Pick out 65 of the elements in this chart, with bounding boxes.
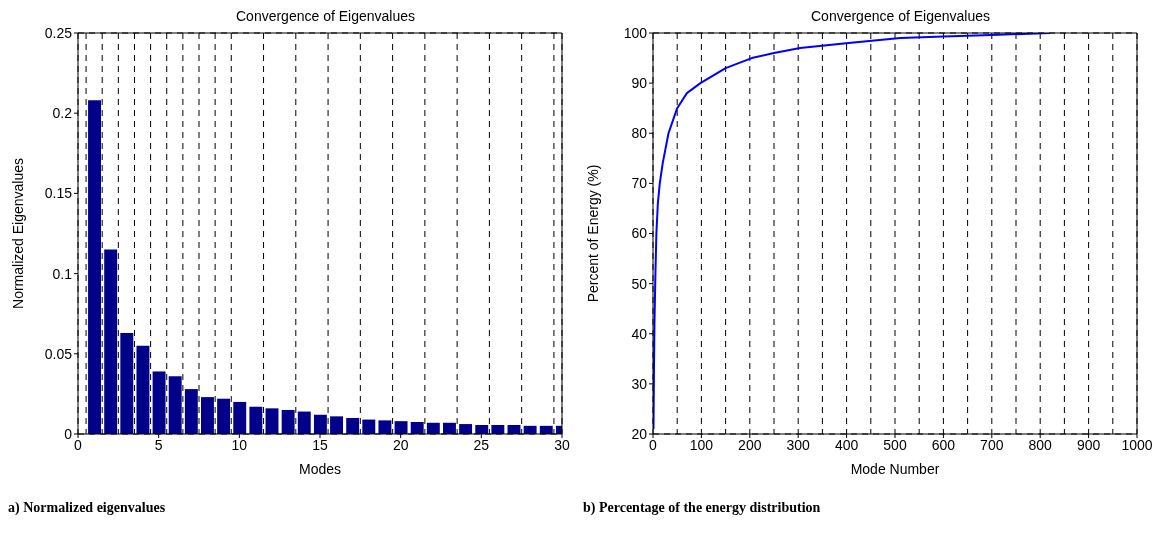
bar: [136, 345, 150, 434]
y-tick-label: 0.2: [52, 105, 73, 122]
x-axis-title: Modes: [298, 461, 342, 477]
x-tick-label: 5: [154, 436, 163, 453]
bar: [378, 420, 392, 434]
bar: [249, 406, 263, 434]
bar: [184, 389, 198, 434]
y-tick-label: 70: [631, 175, 648, 192]
chart-title: Convergence of Eigenvalues: [810, 8, 991, 24]
y-tick-label: 40: [631, 325, 648, 342]
x-tick-label: 30: [554, 436, 570, 453]
bar: [217, 398, 231, 434]
chart-title: Convergence of Eigenvalues: [235, 8, 416, 24]
bar: [120, 332, 134, 434]
y-tick-label: 80: [631, 125, 648, 142]
bar: [265, 408, 279, 434]
bar: [168, 376, 182, 434]
y-tick-label: 0.15: [44, 185, 73, 202]
y-tick-label: 100: [623, 24, 648, 41]
bar: [104, 249, 118, 434]
y-tick-label: 0.1: [52, 265, 73, 282]
bar: [330, 416, 343, 434]
y-axis-title: Normalized Eigenvalues: [9, 158, 26, 309]
bar: [152, 371, 166, 434]
y-tick-label: 60: [631, 225, 648, 242]
x-tick-label: 300: [786, 436, 811, 453]
x-tick-label: 600: [931, 436, 956, 453]
x-tick-label: 400: [834, 436, 859, 453]
y-tick-label: 0: [64, 425, 73, 442]
bar: [88, 100, 101, 434]
x-axis-title: Mode Number: [850, 461, 940, 477]
y-tick-label: 30: [631, 375, 648, 392]
y-tick-label: 90: [631, 75, 648, 92]
x-tick-label: 1000: [1121, 436, 1153, 453]
y-tick-label: 20: [631, 425, 648, 442]
bar: [281, 409, 295, 434]
x-tick-label: 15: [312, 436, 328, 453]
y-tick-label: 0.25: [44, 24, 73, 41]
x-tick-label: 900: [1076, 436, 1101, 453]
y-tick-label: 0.05: [44, 345, 73, 362]
x-tick-label: 20: [392, 436, 409, 453]
bar: [443, 422, 456, 434]
x-tick-label: 800: [1028, 436, 1053, 453]
bar: [394, 421, 408, 434]
bar: [459, 424, 473, 434]
x-tick-label: 500: [883, 436, 907, 453]
x-tick-label: 700: [980, 436, 1004, 453]
y-tick-label: 50: [631, 275, 648, 292]
text: b) Percentage of the energy distribution: [583, 500, 822, 516]
x-tick-label: 100: [689, 436, 714, 453]
bar: [426, 422, 440, 434]
bar: [346, 417, 360, 434]
bar: [410, 421, 424, 434]
bar: [475, 425, 489, 434]
x-tick-label: 25: [473, 436, 490, 453]
y-axis-title: Percent of Energy (%): [584, 164, 601, 303]
bar: [313, 414, 327, 434]
bar: [201, 397, 214, 434]
bar: [233, 401, 247, 434]
bar: [297, 411, 311, 434]
x-tick-label: 10: [231, 436, 248, 453]
text: a) Normalized eigenvalues: [8, 500, 167, 516]
x-tick-label: 200: [738, 436, 762, 453]
bar: [491, 425, 505, 434]
bar: [362, 419, 376, 434]
